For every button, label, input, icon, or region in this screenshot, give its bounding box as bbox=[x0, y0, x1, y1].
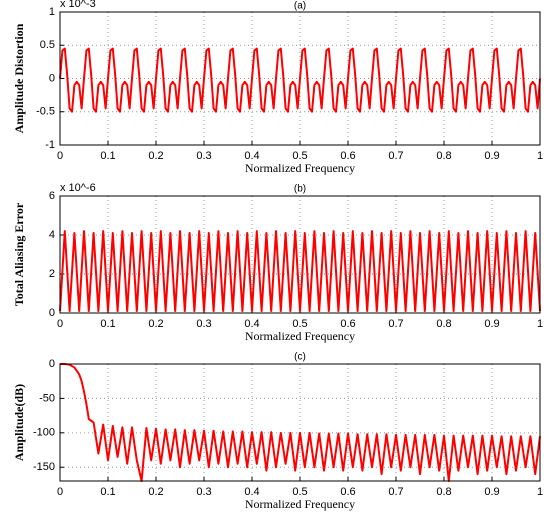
y-axis-label: Amplitude(dB) bbox=[12, 384, 26, 461]
x-tick-label: 0.6 bbox=[340, 486, 355, 498]
y-tick-label: 2 bbox=[49, 268, 55, 280]
subplot-title: (b) bbox=[294, 184, 306, 195]
y-tick-label: 0 bbox=[49, 72, 55, 84]
y-tick-label: 0 bbox=[49, 307, 55, 319]
x-tick-label: 0 bbox=[57, 318, 63, 330]
x-tick-label: 0.6 bbox=[340, 318, 355, 330]
x-tick-label: 0.5 bbox=[292, 486, 307, 498]
y-tick-label: 0 bbox=[49, 358, 55, 370]
x-tick-label: 0.3 bbox=[196, 486, 211, 498]
subplot-title: (a) bbox=[294, 1, 306, 12]
x-tick-label: 1 bbox=[537, 486, 543, 498]
x-tick-label: 0.1 bbox=[100, 486, 115, 498]
x-tick-label: 0.6 bbox=[340, 150, 355, 162]
x-tick-label: 0.2 bbox=[148, 150, 163, 162]
x-tick-label: 0.2 bbox=[148, 318, 163, 330]
y-tick-label: -1 bbox=[45, 139, 55, 151]
y-multiplier: x 10^-3 bbox=[60, 0, 96, 10]
axes-box bbox=[59, 195, 541, 314]
x-tick-label: 1 bbox=[537, 150, 543, 162]
y-tick-label: 6 bbox=[49, 190, 55, 202]
x-tick-label: 0.3 bbox=[196, 318, 211, 330]
axes-box bbox=[59, 11, 541, 146]
data-line bbox=[59, 230, 541, 313]
x-axis-label: Normalized Frequency bbox=[245, 161, 355, 175]
x-tick-label: 0.3 bbox=[196, 150, 211, 162]
x-tick-label: 0.8 bbox=[436, 486, 451, 498]
x-tick-label: 0.7 bbox=[388, 486, 403, 498]
x-tick-label: 0.5 bbox=[292, 318, 307, 330]
y-axis-label: Total Aliasing Error bbox=[12, 202, 26, 306]
x-tick-label: 0.5 bbox=[292, 150, 307, 162]
y-tick-label: -100 bbox=[33, 427, 55, 439]
x-tick-label: 0.2 bbox=[148, 486, 163, 498]
x-tick-label: 1 bbox=[537, 318, 543, 330]
x-tick-label: 0.4 bbox=[244, 318, 259, 330]
x-tick-label: 0 bbox=[57, 150, 63, 162]
y-tick-label: -0.5 bbox=[36, 106, 55, 118]
x-tick-label: 0.9 bbox=[484, 150, 499, 162]
x-tick-label: 0.4 bbox=[244, 486, 259, 498]
x-tick-label: 0.8 bbox=[436, 318, 451, 330]
y-tick-label: -50 bbox=[39, 392, 55, 404]
x-tick-label: 0.1 bbox=[100, 150, 115, 162]
subplot-title: (c) bbox=[294, 352, 306, 363]
x-tick-label: 0 bbox=[57, 486, 63, 498]
x-axis-label: Normalized Frequency bbox=[245, 329, 355, 343]
x-axis-label: Normalized Frequency bbox=[245, 497, 355, 511]
x-tick-label: 0.7 bbox=[388, 318, 403, 330]
x-tick-label: 0.8 bbox=[436, 150, 451, 162]
x-tick-label: 0.9 bbox=[484, 318, 499, 330]
y-tick-label: 1 bbox=[49, 6, 55, 18]
y-multiplier: x 10^-6 bbox=[60, 182, 96, 194]
y-tick-label: 4 bbox=[49, 229, 55, 241]
x-tick-label: 0.4 bbox=[244, 150, 259, 162]
y-tick-label: 0.5 bbox=[40, 39, 55, 51]
x-tick-label: 0.7 bbox=[388, 150, 403, 162]
data-line bbox=[59, 47, 541, 113]
x-tick-label: 0.1 bbox=[100, 318, 115, 330]
y-tick-label: -150 bbox=[33, 461, 55, 473]
x-tick-label: 0.9 bbox=[484, 486, 499, 498]
y-axis-label: Amplitude Distortion bbox=[12, 23, 26, 133]
axes-box bbox=[59, 363, 541, 482]
data-line bbox=[60, 363, 541, 482]
